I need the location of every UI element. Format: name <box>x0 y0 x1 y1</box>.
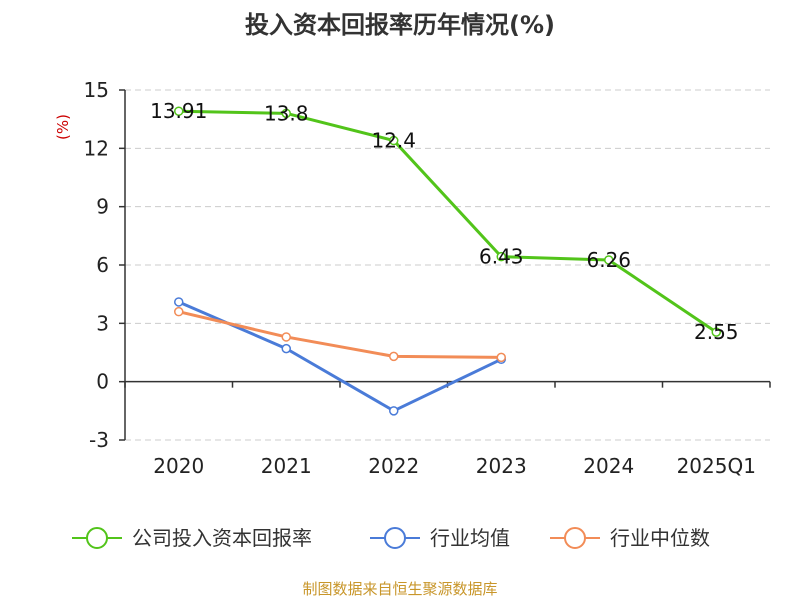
x-tick-label: 2025Q1 <box>677 454 756 478</box>
data-label: 6.26 <box>586 248 631 272</box>
data-point <box>281 332 291 342</box>
data-point <box>281 343 291 354</box>
data-point <box>281 108 291 119</box>
legend: 公司投入资本回报率 行业均值 行业中位数 <box>72 526 710 550</box>
x-tick-label: 2021 <box>261 454 312 478</box>
data-label: 13.91 <box>150 99 207 123</box>
data-point <box>389 351 399 362</box>
y-tick-label: 6 <box>96 253 109 277</box>
source-note: 制图数据来自恒生聚源数据库 <box>302 580 497 598</box>
y-tick-label: 15 <box>84 78 109 102</box>
legend-marker <box>384 527 406 549</box>
y-tick-label: 12 <box>84 136 109 160</box>
data-point <box>389 135 399 146</box>
data-point <box>496 352 506 363</box>
legend-label: 行业中位数 <box>610 526 710 550</box>
data-label: 6.43 <box>479 245 524 269</box>
data-point <box>711 327 721 337</box>
y-tick-label: 3 <box>96 311 109 335</box>
series-line-0 <box>178 109 718 334</box>
data-label: 13.8 <box>264 101 309 125</box>
data-point <box>389 406 399 416</box>
y-tick-label: -3 <box>89 428 109 452</box>
legend-label: 公司投入资本回报率 <box>132 526 312 550</box>
legend-marker <box>564 527 586 549</box>
x-tick-label: 2020 <box>153 454 204 478</box>
y-axis-unit: (%) <box>54 114 72 140</box>
data-labels: 13.91 13.8 12.4 6.43 6.26 2.55 <box>150 99 738 344</box>
data-label: 2.55 <box>694 320 739 344</box>
data-point <box>174 306 184 317</box>
chart-title: 投入资本回报率历年情况(%) <box>245 11 555 39</box>
axes <box>119 89 771 441</box>
series-line-2 <box>178 310 502 359</box>
data-point <box>604 255 614 265</box>
data-point <box>496 251 506 262</box>
legend-marker <box>86 527 108 549</box>
y-tick-label: 0 <box>96 370 109 394</box>
x-tick-label: 2023 <box>476 454 527 478</box>
series-layer <box>174 106 721 416</box>
y-tick-label: 9 <box>96 195 109 219</box>
grid-lines <box>125 89 770 441</box>
x-tick-label: 2022 <box>368 454 419 478</box>
data-point <box>174 106 184 116</box>
x-tick-labels: 2020 2021 2022 2023 2024 2025Q1 <box>153 454 756 478</box>
legend-label: 行业均值 <box>430 526 510 550</box>
data-point <box>174 297 184 307</box>
data-label: 12.4 <box>371 129 416 153</box>
x-tick-label: 2024 <box>583 454 634 478</box>
y-tick-labels: 15 12 9 6 3 0 -3 <box>84 78 109 452</box>
